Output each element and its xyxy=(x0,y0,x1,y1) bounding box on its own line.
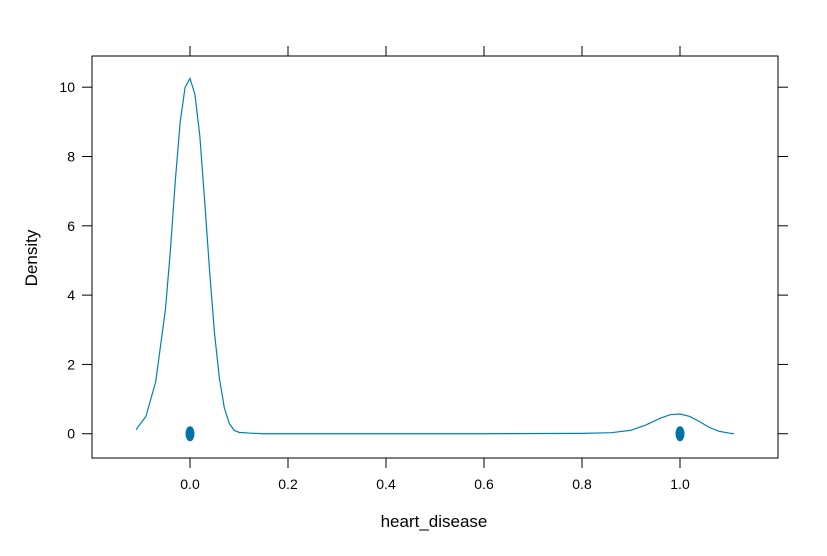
x-tick-label: 0.0 xyxy=(180,476,200,492)
y-axis-right xyxy=(778,86,788,435)
x-tick-label: 0.2 xyxy=(278,476,298,492)
y-tick-label: 10 xyxy=(59,79,75,95)
x-tick-label: 0.8 xyxy=(572,476,592,492)
y-tick-label: 6 xyxy=(67,218,75,234)
x-tick-label: 0.6 xyxy=(474,476,494,492)
y-tick-label: 2 xyxy=(67,356,75,372)
observed-points xyxy=(185,426,685,442)
x-axis-top xyxy=(189,46,681,56)
y-axis-title: Density xyxy=(22,229,41,286)
x-tick-label: 0.4 xyxy=(376,476,396,492)
observed-point xyxy=(185,426,195,442)
y-tick-label: 0 xyxy=(67,426,75,442)
plot-frame xyxy=(91,55,779,459)
y-tick-label: 4 xyxy=(67,287,75,303)
y-tick-label: 8 xyxy=(67,149,75,165)
observed-point xyxy=(675,426,685,442)
density-curve xyxy=(135,77,734,435)
x-axis-bottom: 0.0 0.2 0.4 0.6 0.8 1.0 xyxy=(180,458,690,492)
x-tick-label: 1.0 xyxy=(670,476,690,492)
x-axis-title: heart_disease xyxy=(381,512,488,531)
y-axis-left: 0 2 4 6 8 10 xyxy=(59,79,92,442)
